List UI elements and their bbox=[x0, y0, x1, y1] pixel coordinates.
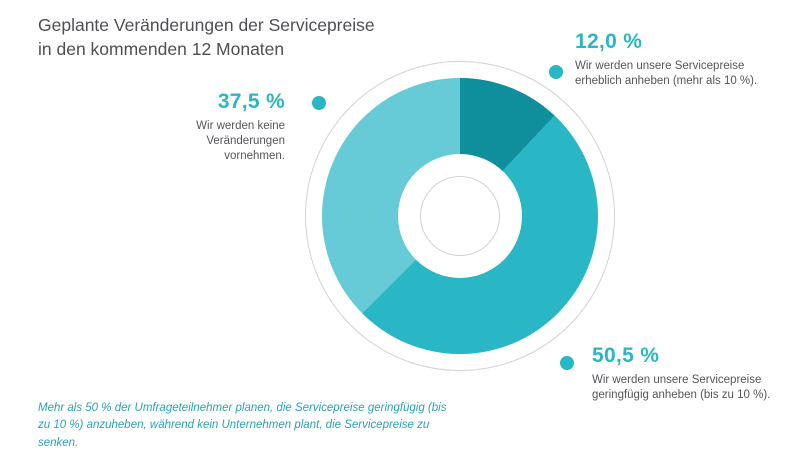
footer-note: Mehr als 50 % der Umfrageteilnehmer plan… bbox=[38, 402, 447, 449]
page-title-line-1: Geplante Veränderungen der Servicepreise bbox=[38, 15, 375, 35]
slice-description: Wir werden keine Veränderungen vornehmen… bbox=[196, 120, 285, 163]
percent-value: 37,5 % bbox=[217, 90, 285, 113]
percent-value: 12,0 % bbox=[575, 30, 643, 53]
callout-dot bbox=[560, 356, 574, 370]
callout-no-change: 37,5 % Wir werden keine Veränderungen vo… bbox=[163, 90, 285, 165]
page-title: Geplante Veränderungen der Servicepreise… bbox=[38, 14, 375, 61]
slice-description: Wir werden unsere Servicepreise geringfü… bbox=[592, 374, 771, 402]
callout-dot bbox=[312, 96, 326, 110]
callout-minor-increase: 50,5 % Wir werden unsere Servicepreise g… bbox=[592, 344, 800, 403]
outer-ring-outline bbox=[305, 61, 615, 371]
page-title-line-2: in den kommenden 12 Monaten bbox=[38, 38, 285, 59]
inner-ring-outline bbox=[420, 176, 500, 256]
slice-description: Wir werden unsere Servicepreise erheblic… bbox=[575, 60, 758, 88]
callout-dot bbox=[549, 65, 563, 79]
percent-value: 50,5 % bbox=[592, 344, 660, 367]
callout-major-increase: 12,0 % Wir werden unsere Servicepreise e… bbox=[575, 30, 787, 89]
